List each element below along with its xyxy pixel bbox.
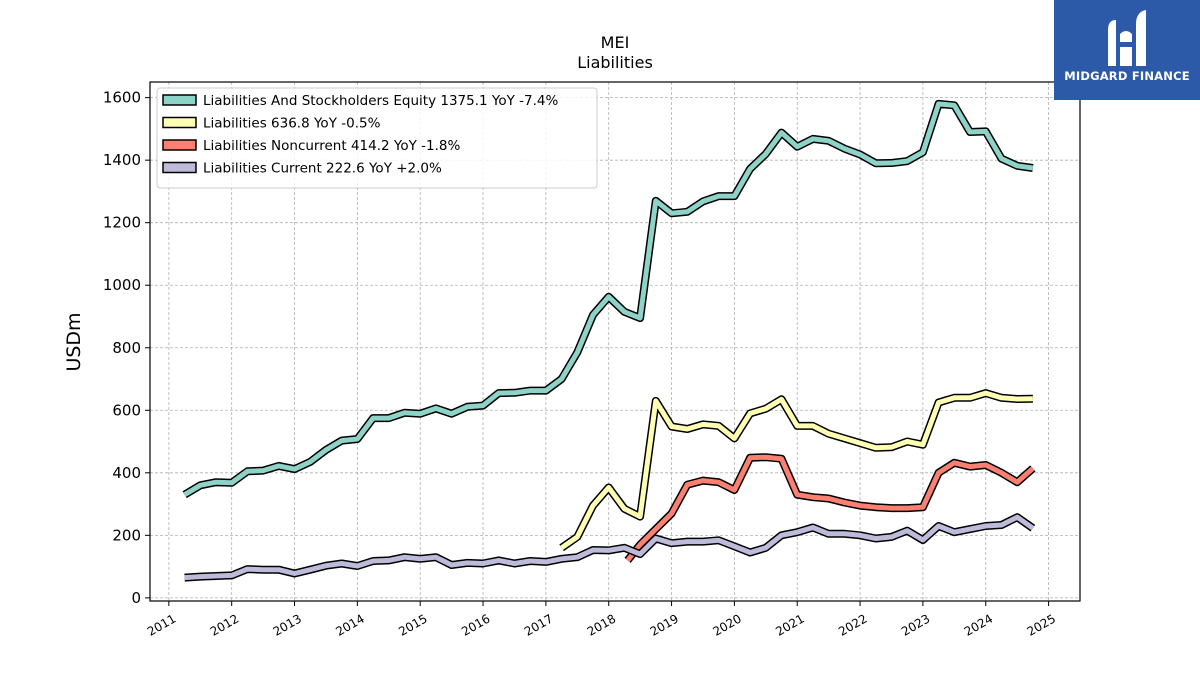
chart-subtitle: Liabilities bbox=[577, 53, 653, 72]
y-tick-label: 1600 bbox=[103, 89, 141, 107]
chart-title: MEI bbox=[601, 33, 630, 52]
y-tick-label: 200 bbox=[112, 526, 141, 544]
legend-swatch bbox=[162, 94, 197, 106]
y-tick-label: 1000 bbox=[103, 276, 141, 294]
legend-swatch bbox=[162, 139, 197, 151]
y-tick-label: 600 bbox=[112, 401, 141, 419]
series-line bbox=[560, 390, 1033, 550]
y-axis-label: USDm bbox=[63, 312, 85, 371]
logo-mark-icon bbox=[1108, 10, 1146, 66]
y-axis: 0 200 400 600 800 1000 1200 1400 1600 bbox=[103, 89, 150, 607]
legend-swatch bbox=[162, 116, 197, 129]
legend-entry: Liabilities Current 222.6 YoY +2.0% bbox=[203, 161, 442, 177]
legend-entry: Liabilities Noncurrent 414.2 YoY -1.8% bbox=[203, 138, 460, 154]
legend-entry: Liabilities And Stockholders Equity 1375… bbox=[203, 93, 558, 109]
legend-entry: Liabilities 636.8 YoY -0.5% bbox=[203, 116, 381, 132]
logo-text: MIDGARD FINANCE bbox=[1064, 69, 1190, 83]
brand-logo: MIDGARD FINANCE bbox=[1054, 0, 1200, 100]
series-line bbox=[183, 101, 1034, 497]
y-tick-label: 800 bbox=[112, 339, 141, 357]
legend-swatch bbox=[162, 161, 197, 174]
series-layer bbox=[182, 99, 1036, 582]
series-line bbox=[625, 454, 1035, 562]
legend: Liabilities And Stockholders Equity 1375… bbox=[156, 87, 598, 189]
y-tick-label: 1200 bbox=[103, 214, 141, 232]
y-tick-label: 1400 bbox=[103, 151, 141, 169]
y-tick-label: 0 bbox=[131, 589, 141, 607]
legend-box bbox=[156, 87, 598, 189]
y-tick-label: 400 bbox=[112, 464, 141, 482]
series-line bbox=[184, 514, 1035, 581]
plot-frame bbox=[149, 81, 1081, 602]
